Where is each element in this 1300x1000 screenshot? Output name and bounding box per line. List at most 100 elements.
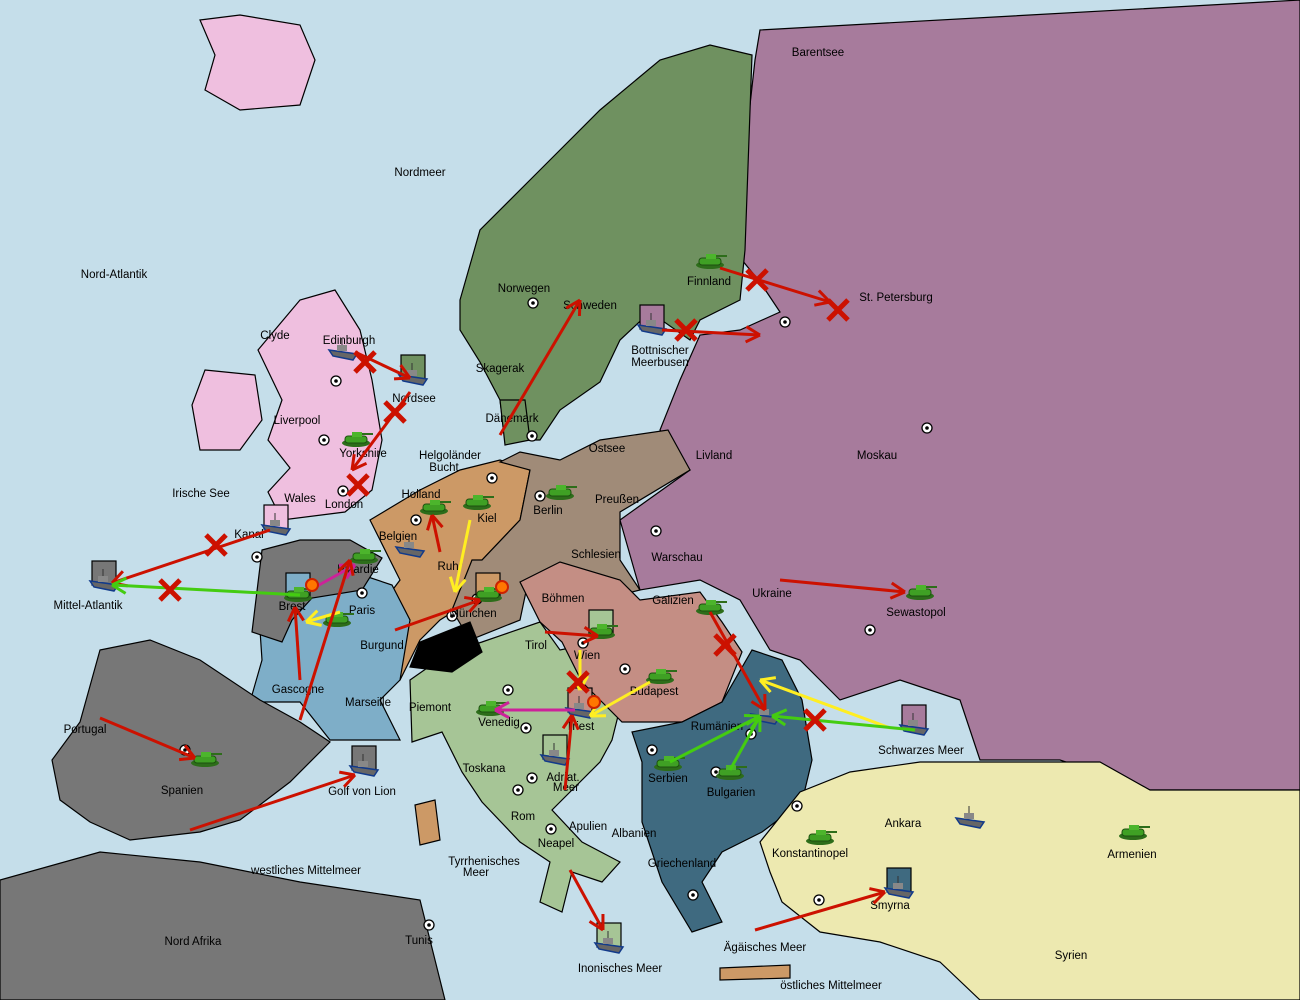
order-arrow bbox=[771, 708, 916, 732]
army-unit[interactable] bbox=[420, 500, 451, 515]
order-arrow bbox=[758, 676, 891, 730]
province-label: Inonisches Meer bbox=[578, 963, 663, 975]
province-label: Paris bbox=[349, 605, 375, 617]
order-arrow bbox=[561, 714, 580, 791]
region-ireland[interactable] bbox=[191, 369, 263, 451]
bounce-explosion-icon bbox=[305, 578, 319, 592]
ship-icon bbox=[394, 546, 426, 558]
fleet-unit[interactable] bbox=[327, 338, 359, 361]
province-label: Moskau bbox=[857, 450, 897, 462]
province-label: Brest bbox=[279, 601, 307, 613]
fleet-unit[interactable] bbox=[260, 504, 292, 536]
fleet-unit[interactable] bbox=[88, 560, 120, 592]
failed-order-x-icon bbox=[566, 670, 590, 694]
ship-icon bbox=[260, 524, 292, 536]
failed-order-x-icon bbox=[803, 708, 827, 732]
fleet-unit[interactable] bbox=[394, 535, 426, 558]
region-crete[interactable] bbox=[719, 964, 791, 981]
failed-order-x-icon bbox=[713, 633, 737, 657]
region-iberia[interactable] bbox=[51, 639, 331, 841]
army-unit[interactable] bbox=[646, 669, 677, 684]
province-label: Belgien bbox=[379, 531, 417, 543]
province-label: östliches Mittelmeer bbox=[780, 980, 882, 992]
province-label: Syrien bbox=[1055, 950, 1088, 962]
ship-icon bbox=[954, 817, 986, 829]
province-label: Tirol bbox=[525, 640, 547, 652]
failed-order-x-icon bbox=[158, 578, 182, 602]
order-arrow bbox=[298, 558, 355, 721]
province-label: Nordsee bbox=[392, 393, 435, 405]
fleet-unit[interactable] bbox=[348, 745, 380, 777]
ship-icon bbox=[883, 887, 915, 899]
province-label: Portugal bbox=[64, 724, 107, 736]
province-label: Bulgarien bbox=[707, 787, 756, 799]
province-label: Wien bbox=[574, 650, 600, 662]
province-label: Toskana bbox=[463, 763, 506, 775]
region-sardinia[interactable] bbox=[414, 799, 441, 846]
army-unit[interactable] bbox=[696, 600, 727, 615]
province-label: Neapel bbox=[538, 838, 574, 850]
province-label: Dänemark bbox=[485, 413, 538, 425]
order-arrow bbox=[661, 325, 761, 344]
province-label: Gascogne bbox=[272, 684, 324, 696]
order-arrow bbox=[498, 298, 582, 436]
region-britain[interactable] bbox=[257, 289, 383, 521]
province-label: Preußen bbox=[595, 494, 639, 506]
order-arrow bbox=[448, 519, 472, 593]
army-unit[interactable] bbox=[806, 830, 837, 845]
failed-order-x-icon bbox=[204, 533, 228, 557]
province-label: Schwarzes Meer bbox=[878, 745, 964, 757]
order-arrow bbox=[99, 716, 197, 762]
province-label: Albanien bbox=[612, 828, 657, 840]
fleet-unit[interactable] bbox=[954, 806, 986, 829]
order-arrow bbox=[708, 611, 767, 712]
province-label: Ruhr bbox=[438, 561, 463, 573]
ship-icon bbox=[593, 942, 625, 954]
army-unit[interactable] bbox=[463, 495, 494, 510]
province-label: München bbox=[449, 608, 496, 620]
order-arrow bbox=[494, 701, 575, 719]
region-north-africa[interactable] bbox=[0, 851, 446, 1000]
failed-order-x-icon bbox=[353, 350, 377, 374]
order-arrow bbox=[728, 714, 762, 771]
fleet-unit[interactable] bbox=[539, 734, 571, 766]
army-unit[interactable] bbox=[350, 549, 381, 564]
province-label: Clyde bbox=[260, 330, 289, 342]
order-arrow bbox=[286, 606, 305, 681]
army-unit[interactable] bbox=[696, 254, 727, 269]
province-label: Sewastopol bbox=[886, 607, 945, 619]
province-label: Konstantinopel bbox=[772, 848, 848, 860]
province-label: Mittel-Atlantik bbox=[53, 600, 122, 612]
province-label: Bottnischer bbox=[631, 345, 689, 357]
province-label: Serbien bbox=[648, 773, 688, 785]
province-label: Apulien bbox=[569, 821, 607, 833]
failed-order-x-icon bbox=[674, 318, 698, 342]
province-label: Meerbusen bbox=[631, 357, 689, 369]
army-unit[interactable] bbox=[342, 432, 373, 447]
army-unit[interactable] bbox=[906, 585, 937, 600]
province-label: Piemont bbox=[409, 702, 452, 714]
province-label: Tyrrhenisches bbox=[448, 856, 520, 868]
province-label: Helgoländer bbox=[419, 450, 481, 462]
province-label: Ostsee bbox=[589, 443, 625, 455]
province-label: Tunis bbox=[405, 935, 433, 947]
province-label: Meer bbox=[463, 867, 489, 879]
province-label: Golf von Lion bbox=[328, 786, 396, 798]
province-label: Ankara bbox=[885, 818, 922, 830]
province-label: Ägäisches Meer bbox=[724, 942, 807, 954]
failed-order-x-icon bbox=[745, 268, 769, 292]
province-label: Ukraine bbox=[752, 588, 792, 600]
region-iceland[interactable] bbox=[199, 14, 316, 111]
fleet-unit[interactable] bbox=[636, 304, 668, 336]
province-label: Holland bbox=[402, 489, 441, 501]
army-unit[interactable] bbox=[546, 485, 577, 500]
province-label: Barentsee bbox=[792, 47, 844, 59]
province-label: Edinburgh bbox=[323, 335, 375, 347]
fleet-unit[interactable] bbox=[883, 867, 915, 899]
province-label: Irische See bbox=[172, 488, 230, 500]
failed-order-x-icon bbox=[346, 473, 370, 497]
army-unit[interactable] bbox=[1119, 825, 1150, 840]
region-switzerland[interactable] bbox=[409, 621, 483, 673]
